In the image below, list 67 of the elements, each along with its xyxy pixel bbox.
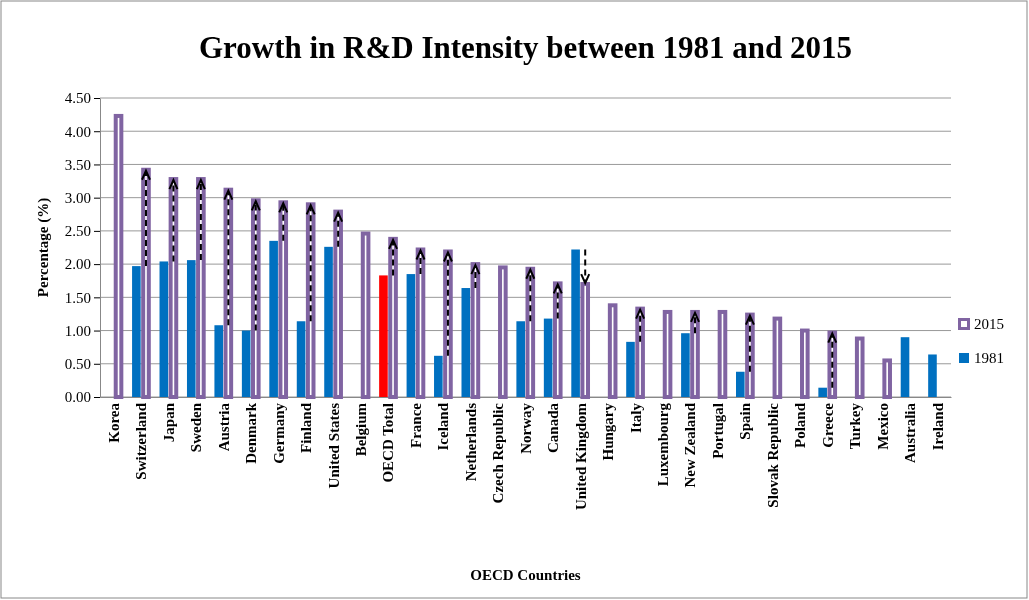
x-tick-label: Spain [737, 402, 754, 440]
y-tick-label: 4.00 [64, 123, 91, 140]
x-tick-label: United States [325, 402, 342, 489]
x-tick-label: Luxembourg [655, 402, 672, 487]
bar [900, 337, 910, 397]
x-tick-label: Korea [105, 402, 122, 443]
y-tick-label: 3.00 [64, 189, 91, 206]
bar [818, 387, 827, 397]
x-tick-label: Ireland [929, 402, 946, 451]
bar [269, 240, 278, 397]
bar [296, 321, 306, 397]
x-tick-label: Poland [792, 402, 809, 449]
x-tick-label: Japan [160, 402, 177, 443]
bar [159, 261, 169, 397]
x-tick-label: Portugal [709, 403, 726, 459]
bar [626, 341, 635, 397]
x-tick-label: Greece [819, 402, 836, 448]
x-tick-label: Italy [627, 402, 644, 433]
bar [461, 288, 471, 397]
bar [681, 333, 690, 397]
x-tick-label: Germany [270, 402, 287, 464]
legend-label: 1981 [974, 350, 1004, 366]
x-tick-label: Czech Republic [490, 402, 507, 504]
y-axis-title: Percentage (%) [35, 197, 52, 298]
bar [406, 274, 416, 397]
bar [516, 321, 525, 397]
x-tick-label: Switzerland [133, 402, 150, 480]
x-tick-label: OECD Total [380, 403, 397, 483]
bar [736, 371, 745, 397]
x-tick-label: Sweden [188, 402, 205, 453]
x-tick-label: Iceland [435, 402, 452, 451]
y-tick-label: 2.00 [64, 256, 91, 273]
x-tick-label: Turkey [847, 402, 864, 450]
bar [543, 318, 553, 397]
y-tick-label: 1.00 [64, 322, 91, 339]
bar [379, 275, 388, 397]
x-tick-label: Hungary [600, 402, 617, 461]
y-tick-label: 1.50 [64, 289, 91, 306]
y-tick-label: 4.50 [64, 90, 91, 107]
x-tick-label: New Zealand [682, 402, 699, 488]
x-tick-label: Netherlands [462, 402, 479, 482]
y-tick-label: 2.50 [64, 223, 91, 240]
bar [214, 325, 224, 397]
x-tick-label: Norway [517, 402, 534, 454]
y-tick-label: 0.50 [64, 356, 91, 373]
x-tick-label: Australia [902, 402, 919, 463]
x-tick-label: Mexico [874, 403, 891, 450]
legend-label: 2015 [974, 316, 1004, 332]
bar [186, 260, 196, 397]
x-tick-label: France [407, 402, 424, 448]
x-tick-label: Finland [298, 402, 315, 454]
x-tick-label: United Kingdom [572, 402, 589, 511]
x-tick-label: Austria [215, 402, 232, 452]
y-tick-label: 3.50 [64, 156, 91, 173]
x-tick-label: Slovak Republic [764, 402, 781, 508]
x-axis-title: OECD Countries [470, 567, 581, 583]
x-tick-label: Canada [545, 402, 562, 454]
bar [928, 354, 937, 397]
bar [132, 266, 141, 397]
bar [324, 246, 333, 397]
x-tick-label: Denmark [243, 402, 260, 464]
bar [434, 355, 443, 397]
chart-title: Growth in R&D Intensity between 1981 and 2015 [198, 30, 853, 65]
y-tick-label: 0.00 [64, 389, 91, 406]
bar [571, 249, 580, 397]
x-tick-label: Belgium [353, 402, 370, 457]
bar [241, 330, 251, 397]
